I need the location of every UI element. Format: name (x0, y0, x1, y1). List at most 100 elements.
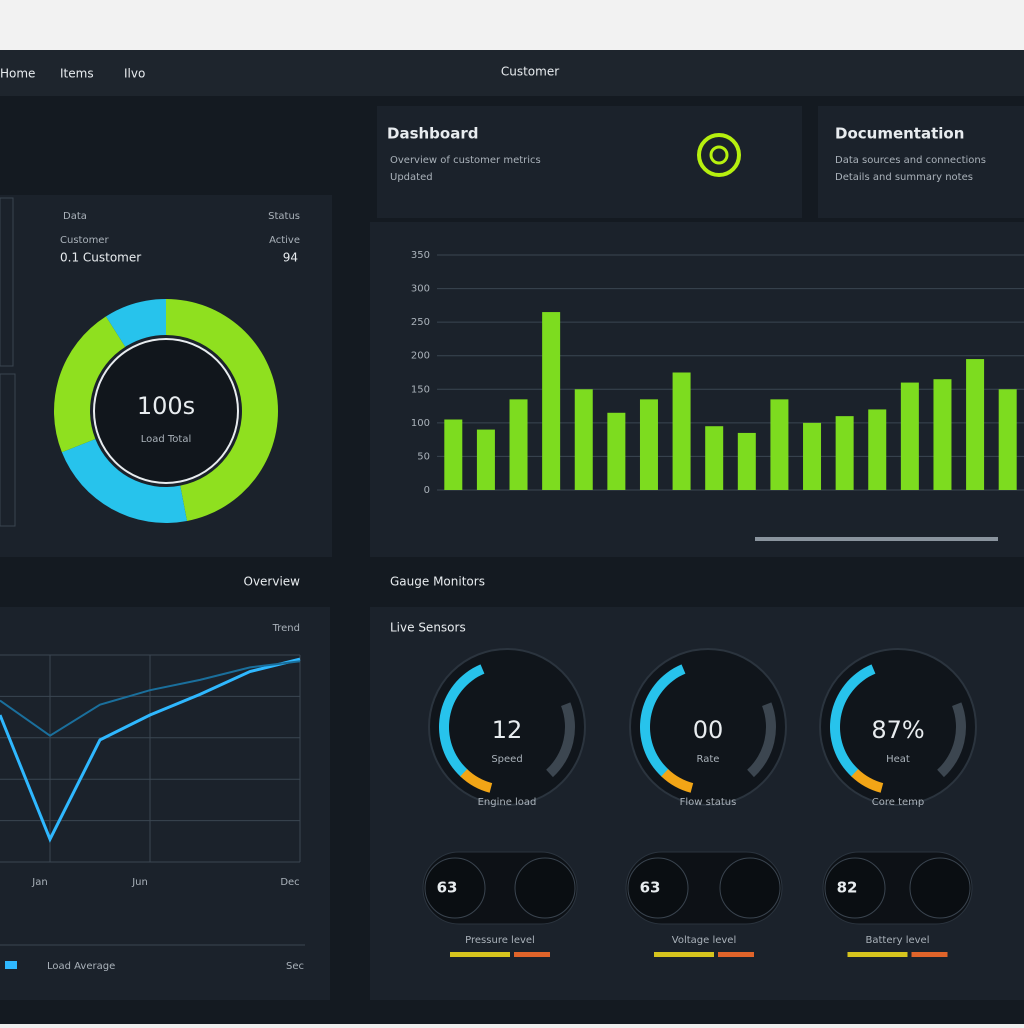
bar (998, 389, 1017, 490)
top-margin (0, 0, 1024, 50)
card (818, 106, 1024, 218)
y-tick-label: 350 (411, 250, 430, 261)
y-tick-label: 150 (411, 384, 430, 395)
gauge-face (428, 648, 586, 806)
panel-label: Trend (272, 623, 300, 634)
bar (900, 382, 919, 490)
gauge-arc (829, 664, 876, 778)
gauge-arc (937, 702, 966, 778)
gauge-caption: Flow status (680, 797, 737, 808)
gauge-label: Speed (491, 754, 522, 765)
bar (444, 419, 463, 490)
dial-bar (514, 952, 550, 957)
y-tick-label: 50 (417, 451, 430, 462)
bar (607, 412, 626, 490)
gauge-label: Heat (886, 754, 910, 765)
bar (672, 372, 691, 490)
gauge-label: Rate (697, 754, 720, 765)
dial (514, 857, 576, 919)
header-title: Customer (501, 65, 559, 79)
nav-item[interactable]: Home (0, 67, 35, 81)
y-tick-label: 100 (411, 418, 430, 429)
bar (509, 399, 528, 490)
footer-value: Sec (286, 961, 304, 972)
card (377, 106, 802, 218)
bar (966, 359, 985, 490)
line-series (0, 657, 301, 843)
card-line: Updated (390, 172, 433, 183)
dial-caption: Pressure level (465, 935, 535, 946)
bar (542, 312, 561, 490)
panel-title: Live Sensors (390, 621, 466, 635)
nav-item[interactable]: Ilvo (124, 67, 145, 81)
gauge-value: 12 (492, 716, 523, 744)
x-tick-label: Jun (131, 877, 148, 888)
bar (933, 379, 952, 490)
card-line: Details and summary notes (835, 172, 973, 183)
dial-bar (911, 952, 948, 957)
panel-label: Status (268, 211, 300, 222)
side-strip (0, 197, 14, 367)
scrollbar[interactable] (755, 537, 998, 541)
y-tick-label: 250 (411, 317, 430, 328)
x-tick-label: Dec (280, 877, 299, 888)
gauge-face (819, 648, 977, 806)
gauge-face (629, 648, 787, 806)
dial (824, 857, 886, 919)
dial-bar (718, 952, 754, 957)
line-panel (0, 607, 330, 1000)
panel-value: Customer (60, 235, 109, 246)
legend-swatch (5, 961, 17, 969)
dial-bar (450, 952, 510, 957)
bar (803, 422, 822, 490)
gauge-arc (460, 769, 493, 793)
section-title: Gauge Monitors (390, 575, 485, 589)
dial-caption: Battery level (866, 935, 930, 946)
side-strip (0, 373, 16, 527)
status-ring (697, 133, 741, 177)
bar (835, 416, 854, 490)
card-title: Documentation (835, 125, 964, 143)
donut-sub: Load Total (141, 434, 192, 445)
x-tick-label: Jan (31, 877, 47, 888)
card-line: Data sources and connections (835, 155, 986, 166)
status-dot (709, 145, 729, 165)
bar (737, 432, 756, 490)
nav-item[interactable]: Items (60, 67, 94, 81)
y-tick-label: 200 (411, 351, 430, 362)
dial-caption: Voltage level (672, 935, 736, 946)
header (0, 50, 1024, 96)
bar (476, 429, 495, 490)
gauge-arc (851, 769, 884, 793)
panel-value: Active (269, 235, 300, 246)
donut-segment (61, 438, 187, 523)
gauge-caption: Core temp (872, 797, 925, 808)
dial-value: 63 (640, 879, 661, 897)
footer-label: Load Average (47, 961, 115, 972)
gauge-caption: Engine load (478, 797, 537, 808)
bar (574, 389, 593, 490)
dial-value: 63 (437, 879, 458, 897)
dial-bar (847, 952, 908, 957)
donut-segment (105, 299, 166, 347)
y-tick-label: 0 (424, 485, 430, 496)
bar (868, 409, 887, 490)
gauge-arc (640, 664, 686, 778)
gauge-value: 00 (693, 716, 724, 744)
dial-bar (654, 952, 714, 957)
gauge-arc (661, 769, 694, 793)
bar (639, 399, 658, 490)
panel-sub: 94 (283, 251, 298, 265)
gauge-value: 87% (871, 716, 924, 744)
panel-label: Data (63, 211, 87, 222)
dial (627, 857, 689, 919)
donut-segment (166, 299, 279, 522)
section-title: Overview (244, 575, 301, 589)
y-tick-label: 300 (411, 284, 430, 295)
gauge-arc (439, 664, 485, 778)
dial (719, 857, 781, 919)
dial (909, 857, 971, 919)
dial (424, 857, 486, 919)
card-title: Dashboard (387, 125, 478, 143)
